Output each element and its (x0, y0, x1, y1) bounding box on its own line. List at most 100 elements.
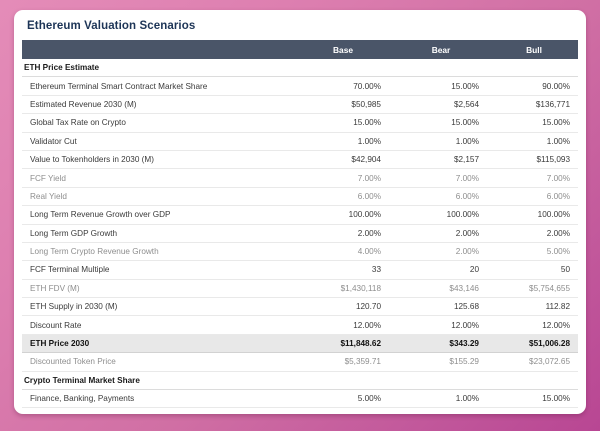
table-row: Discount Rate 12.00% 12.00% 12.00% (22, 315, 578, 335)
table-row: Global Tax Rate on Crypto 15.00% 15.00% 15.… (22, 113, 578, 133)
scenario-table: Base Bear Bull ETH Price Estimate Ethereu… (22, 40, 578, 414)
cell-bear: $155.29 (392, 352, 490, 372)
cell-base: $11,848.62 (294, 333, 392, 354)
cell-bear: 1.00% (392, 389, 490, 409)
cell-bear: $343.29 (392, 333, 490, 354)
row-label: Long Term Crypto Revenue Growth (22, 242, 294, 262)
row-label: Finance, Banking, Payments (22, 389, 294, 409)
column-header-bear[interactable]: Bear (392, 40, 490, 59)
table-row: Validator Cut 1.00% 1.00% 1.00% (22, 132, 578, 151)
table-row: Discounted Token Price $5,359.71 $155.29 $2… (22, 352, 578, 372)
table-row: FCF Terminal Multiple 33 20 50 (22, 260, 578, 280)
page-title: Ethereum Valuation Scenarios (27, 20, 196, 32)
row-label: Global Tax Rate on Crypto (22, 113, 294, 133)
row-label: Crypto Terminal Market Share (22, 371, 294, 391)
table-row: Long Term Revenue Growth over GDP 100.00%… (22, 205, 578, 225)
cell-base: $1,430,118 (294, 279, 392, 299)
cell-base: 120.70 (294, 297, 392, 317)
cell-base (294, 371, 392, 391)
cell-bull: 7.00% (490, 168, 578, 188)
row-label: Discount Rate (22, 315, 294, 335)
cell-bull: 112.82 (490, 297, 578, 317)
column-header-base[interactable]: Base (294, 40, 392, 59)
row-label: Estimated Revenue 2030 (M) (22, 95, 294, 115)
table-row: Metaverse, Social, and Gaming20.00%5.00%… (22, 407, 578, 414)
row-label: FCF Terminal Multiple (22, 260, 294, 280)
cell-bull: $115,093 (490, 150, 578, 170)
cell-bull: 15.00% (490, 389, 578, 409)
table-row: FCF Yield 7.00% 7.00% 7.00% (22, 168, 578, 188)
cell-bear: 100.00% (392, 205, 490, 225)
cell-bull: 2.00% (490, 224, 578, 243)
cell-base: 70.00% (294, 76, 392, 96)
cell-bull: 100.00% (490, 205, 578, 225)
cell-bear: 7.00% (392, 168, 490, 188)
table-row: ETH FDV (M) $1,430,118 $43,146 $5,754,655 (22, 279, 578, 299)
cell-base: $42,904 (294, 150, 392, 170)
column-header-bull[interactable]: Bull (490, 40, 578, 59)
cell-bear: 15.00% (392, 113, 490, 133)
cell-bear: $43,146 (392, 279, 490, 299)
cell-bear: 125.68 (392, 297, 490, 317)
cell-base: 2.00% (294, 224, 392, 243)
table-row: Value to Tokenholders in 2030 (M) $42,904… (22, 150, 578, 170)
cell-bull: 6.00% (490, 187, 578, 207)
cell-base (294, 59, 392, 78)
table-row: Estimated Revenue 2030 (M) $50,985 $2,564 $… (22, 95, 578, 115)
table-header-row: Base Bear Bull (22, 40, 578, 59)
card-inner: Ethereum Valuation Scenarios Base Bear B… (14, 10, 586, 414)
cell-bull: $5,754,655 (490, 279, 578, 299)
table-row: ETH Supply in 2030 (M) 120.70 125.68 112.82 (22, 297, 578, 317)
column-header-label[interactable] (22, 40, 294, 59)
row-label: Long Term GDP Growth (22, 224, 294, 243)
table-body: ETH Price Estimate Ethereum Terminal Smar… (22, 59, 578, 414)
row-label: Metaverse, Social, and Gaming (22, 407, 294, 414)
cell-bull: $136,771 (490, 95, 578, 115)
cell-bull: 50.00% (490, 407, 578, 414)
cell-base: 7.00% (294, 168, 392, 188)
row-label: ETH Price Estimate (22, 59, 294, 78)
table-row: ETH Price 2030 $11,848.62 $343.29 $51,006.2… (22, 333, 578, 354)
cell-bear (392, 59, 490, 78)
cell-bull: 1.00% (490, 132, 578, 151)
cell-base: 100.00% (294, 205, 392, 225)
row-label: ETH FDV (M) (22, 279, 294, 299)
row-label: Real Yield (22, 187, 294, 207)
cell-bull: 15.00% (490, 113, 578, 133)
cell-bull: $23,072.65 (490, 352, 578, 372)
row-label: Discounted Token Price (22, 352, 294, 372)
cell-bear: 6.00% (392, 187, 490, 207)
table-row: Long Term Crypto Revenue Growth 4.00% 2.00… (22, 242, 578, 262)
cell-bear: 5.00% (392, 407, 490, 414)
row-label: Long Term Revenue Growth over GDP (22, 205, 294, 225)
cell-base: $50,985 (294, 95, 392, 115)
cell-base: 6.00% (294, 187, 392, 207)
table-section-row: Crypto Terminal Market Share (22, 371, 578, 391)
cell-bull: 50 (490, 260, 578, 280)
row-label: Ethereum Terminal Smart Contract Market … (22, 76, 294, 96)
cell-bull: 5.00% (490, 242, 578, 262)
cell-base: 12.00% (294, 315, 392, 335)
cell-base: 20.00% (294, 407, 392, 414)
cell-bear: 2.00% (392, 242, 490, 262)
cell-bear: 15.00% (392, 76, 490, 96)
cell-bear: $2,564 (392, 95, 490, 115)
row-label: ETH Price 2030 (22, 333, 294, 354)
cell-base: 15.00% (294, 113, 392, 133)
cell-bull (490, 59, 578, 78)
row-label: FCF Yield (22, 168, 294, 188)
row-label: Value to Tokenholders in 2030 (M) (22, 150, 294, 170)
cell-base: 4.00% (294, 242, 392, 262)
cell-bull: 12.00% (490, 315, 578, 335)
cell-bear: $2,157 (392, 150, 490, 170)
table-row: Real Yield 6.00% 6.00% 6.00% (22, 187, 578, 207)
table-row: Finance, Banking, Payments 5.00% 1.00% 15.0… (22, 389, 578, 409)
cell-bear: 2.00% (392, 224, 490, 243)
cell-base: 1.00% (294, 132, 392, 151)
cell-bear: 20 (392, 260, 490, 280)
row-label: ETH Supply in 2030 (M) (22, 297, 294, 317)
cell-bear: 1.00% (392, 132, 490, 151)
table-row: Ethereum Terminal Smart Contract Market … (22, 76, 578, 96)
table-header: Base Bear Bull (22, 40, 578, 59)
